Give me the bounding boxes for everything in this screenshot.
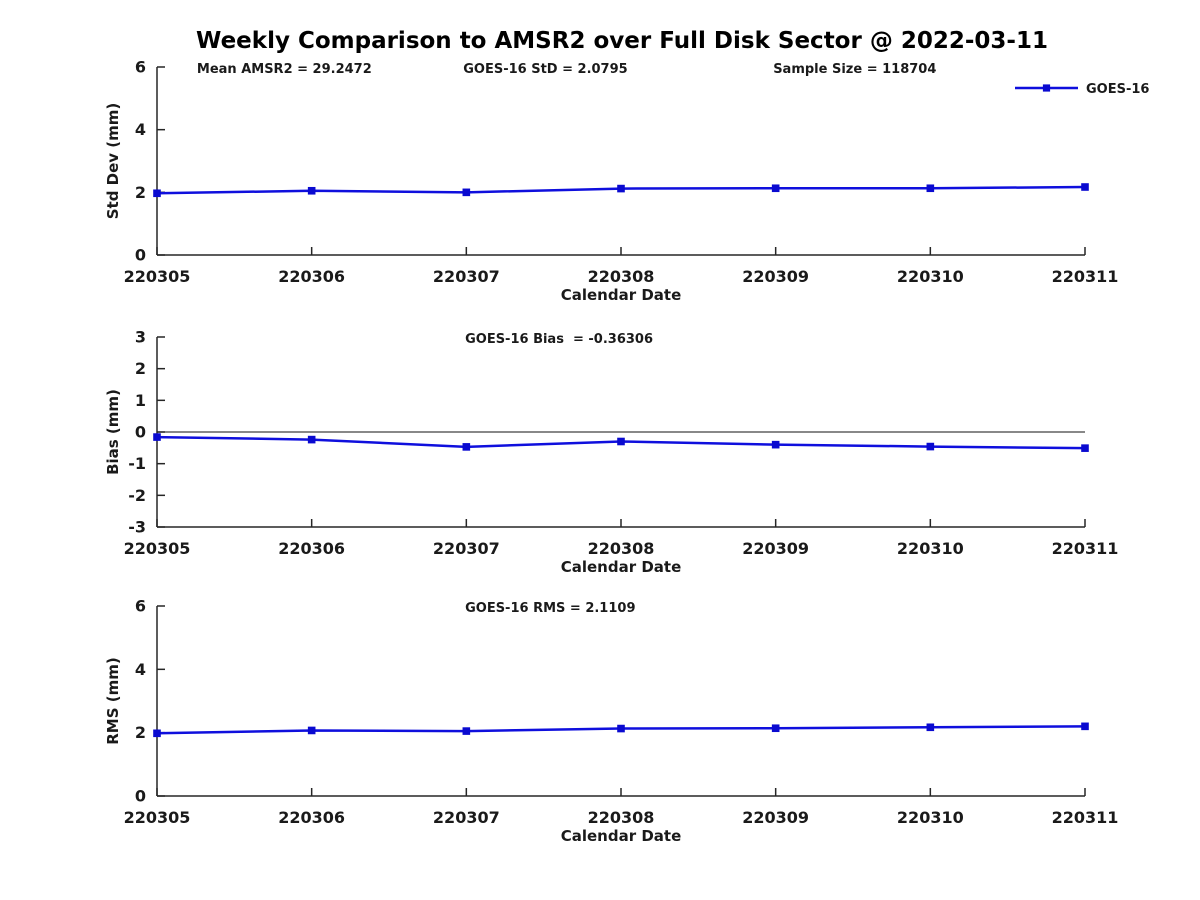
stat-annotation: Sample Size = 118704	[773, 62, 936, 77]
x-tick-label: 220305	[124, 539, 191, 558]
data-point-marker	[617, 184, 625, 193]
data-point-marker	[153, 433, 161, 441]
y-tick-label: -2	[128, 486, 146, 505]
data-point-marker	[307, 435, 316, 444]
data-point-marker	[926, 184, 935, 193]
data-point-marker	[617, 437, 625, 446]
data-point-marker	[462, 727, 471, 735]
data-point-marker	[307, 186, 316, 195]
x-tick-label: 220308	[588, 267, 655, 286]
data-point-marker	[462, 443, 471, 451]
legend-marker-sample	[1042, 84, 1051, 92]
x-tick-label: 220306	[278, 539, 345, 558]
data-point-marker	[771, 724, 780, 733]
stat-annotation: Mean AMSR2 = 29.2472	[197, 62, 372, 77]
data-point-marker	[153, 189, 161, 198]
x-axis-label: Calendar Date	[561, 286, 682, 304]
x-axis-label: Calendar Date	[561, 558, 682, 576]
data-point-marker	[926, 442, 935, 451]
x-tick-label: 220310	[897, 267, 964, 286]
y-tick-label: 4	[135, 120, 146, 139]
data-point-marker	[1081, 183, 1089, 191]
y-tick-label: 2	[135, 183, 146, 202]
y-tick-label: 2	[135, 723, 146, 742]
y-tick-label: 2	[135, 359, 146, 378]
x-tick-label: 220306	[278, 808, 345, 827]
x-tick-label: 220308	[588, 539, 655, 558]
x-tick-label: 220309	[742, 267, 809, 286]
x-tick-label: 220308	[588, 808, 655, 827]
y-tick-label: 1	[135, 391, 146, 410]
x-axis-label: Calendar Date	[561, 827, 682, 845]
data-point-marker	[1081, 444, 1089, 452]
y-tick-label: 6	[135, 58, 146, 77]
x-tick-label: 220305	[124, 267, 191, 286]
data-point-marker	[771, 184, 780, 193]
y-tick-label: 3	[135, 328, 146, 347]
y-tick-label: 0	[135, 423, 146, 442]
x-tick-label: 220310	[897, 808, 964, 827]
data-point-marker	[617, 724, 625, 733]
data-point-marker	[926, 723, 935, 732]
y-tick-label: -3	[128, 518, 146, 537]
data-point-marker	[1081, 722, 1089, 731]
data-point-marker	[307, 726, 316, 735]
x-tick-label: 220307	[433, 539, 500, 558]
x-tick-label: 220306	[278, 267, 345, 286]
data-point-marker	[771, 440, 780, 449]
x-tick-label: 220311	[1052, 808, 1119, 827]
x-tick-label: 220309	[742, 808, 809, 827]
data-point-marker	[462, 188, 471, 197]
stat-annotation: GOES-16 StD = 2.0795	[463, 62, 627, 77]
y-axis-label: RMS (mm)	[104, 657, 122, 744]
y-tick-label: 0	[135, 787, 146, 806]
y-tick-label: -1	[128, 454, 146, 473]
stat-annotation: GOES-16 Bias = -0.36306	[465, 332, 653, 347]
stat-annotation: GOES-16 RMS = 2.1109	[465, 601, 635, 616]
x-tick-label: 220305	[124, 808, 191, 827]
y-axis-label: Bias (mm)	[104, 389, 122, 475]
x-tick-label: 220311	[1052, 267, 1119, 286]
y-axis-label: Std Dev (mm)	[104, 103, 122, 220]
x-tick-label: 220310	[897, 539, 964, 558]
figure-title: Weekly Comparison to AMSR2 over Full Dis…	[196, 28, 1048, 54]
x-tick-label: 220307	[433, 267, 500, 286]
x-tick-label: 220309	[742, 539, 809, 558]
y-tick-label: 4	[135, 660, 146, 679]
y-tick-label: 0	[135, 246, 146, 265]
data-point-marker	[153, 729, 161, 738]
x-tick-label: 220311	[1052, 539, 1119, 558]
x-tick-label: 220307	[433, 808, 500, 827]
legend-label: GOES-16	[1086, 82, 1149, 97]
y-tick-label: 6	[135, 597, 146, 616]
